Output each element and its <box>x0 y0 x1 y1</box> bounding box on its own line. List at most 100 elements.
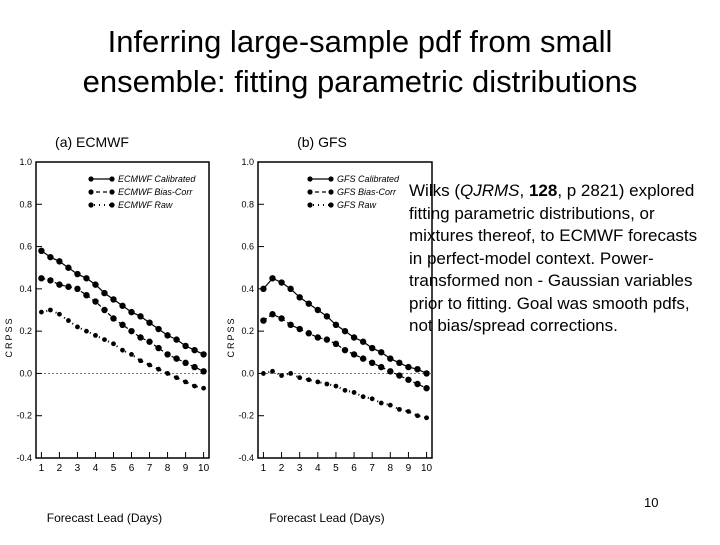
data-point <box>56 258 63 265</box>
x-tick-label: 2 <box>57 463 63 474</box>
legend-marker <box>307 202 313 208</box>
data-point <box>110 315 117 322</box>
data-point <box>333 383 339 389</box>
y-tick-label: 0.6 <box>241 242 254 252</box>
data-point <box>174 375 179 381</box>
data-point <box>92 298 99 305</box>
y-tick-label: 0.4 <box>241 284 254 294</box>
y-tick-label: 0.4 <box>19 284 32 294</box>
data-point <box>65 264 72 271</box>
data-point <box>173 336 180 343</box>
x-tick-label: 10 <box>421 463 433 474</box>
data-point <box>359 355 367 362</box>
legend-label-1: ECMWF Calibrated <box>118 174 196 184</box>
data-point <box>137 313 144 320</box>
data-point <box>137 334 144 341</box>
y-tick-label: 0.0 <box>241 368 254 378</box>
data-point <box>359 338 367 345</box>
data-point <box>119 321 126 328</box>
data-point <box>165 371 170 376</box>
x-tick-label: 2 <box>279 463 285 474</box>
volume-number: 128 <box>528 181 558 200</box>
data-point <box>305 330 312 337</box>
x-tick-label: 10 <box>198 463 210 474</box>
data-point <box>84 328 89 334</box>
data-point <box>287 285 294 293</box>
data-point <box>83 292 90 299</box>
data-point <box>396 406 402 412</box>
data-point <box>396 372 403 379</box>
data-point <box>414 380 421 388</box>
x-tick-label: 7 <box>369 463 375 474</box>
data-point <box>424 415 429 421</box>
data-point <box>297 375 303 381</box>
legend-marker <box>328 202 334 208</box>
data-point <box>342 387 348 393</box>
data-point <box>305 300 312 307</box>
x-tick-label: 4 <box>93 463 99 474</box>
data-point <box>65 283 72 290</box>
x-axis-label: Forecast Lead (Days) <box>47 511 162 525</box>
body-text-part-3: , p 2821) explored fitting parametric di… <box>409 181 698 335</box>
x-tick-label: 3 <box>75 463 81 474</box>
data-point <box>387 402 393 408</box>
slide-number: 10 <box>644 495 659 510</box>
legend-marker <box>328 189 334 195</box>
data-point <box>270 368 275 374</box>
chart-panel-2 <box>257 161 433 459</box>
data-point <box>66 318 71 323</box>
legend-marker <box>328 176 334 182</box>
data-point <box>324 381 330 387</box>
y-tick-label: -0.2 <box>16 411 32 421</box>
data-point <box>38 275 45 282</box>
x-tick-label: 3 <box>297 463 303 474</box>
data-point <box>92 281 99 288</box>
data-point <box>191 346 198 354</box>
x-tick-label: 4 <box>315 463 321 474</box>
body-text: Wilks (QJRMS, 128, p 2821) explored fitt… <box>409 180 709 338</box>
chart-title: (a) ECMWF <box>55 134 129 150</box>
data-point <box>47 253 54 261</box>
body-text-part-2: , <box>519 181 529 200</box>
journal-name: QJRMS <box>459 181 520 200</box>
y-axis-label: CRPSS <box>226 316 236 357</box>
data-point <box>296 294 303 301</box>
x-tick-label: 6 <box>351 463 357 474</box>
data-point <box>369 396 375 402</box>
y-tick-label: -0.4 <box>238 453 254 463</box>
x-tick-label: 8 <box>388 463 394 474</box>
data-point <box>269 275 276 282</box>
data-point <box>269 311 276 318</box>
data-point <box>183 379 188 385</box>
data-point <box>360 394 366 400</box>
data-point <box>164 332 171 339</box>
data-point <box>423 385 430 392</box>
plot-frame <box>35 161 210 459</box>
data-point <box>129 352 134 357</box>
data-point <box>315 379 321 385</box>
data-point <box>406 409 411 414</box>
x-tick-label: 5 <box>333 463 339 474</box>
data-point <box>201 385 206 391</box>
legend-label-3: GFS Raw <box>337 200 377 210</box>
legend-marker <box>88 176 94 182</box>
legend-marker <box>88 202 94 208</box>
data-point <box>415 413 420 419</box>
x-tick-label: 9 <box>183 463 189 474</box>
data-point <box>182 342 189 350</box>
y-tick-label: -0.4 <box>16 453 32 463</box>
legend-marker <box>307 176 313 182</box>
legend-marker <box>88 189 94 195</box>
y-axis-label: CRPSS <box>4 316 14 357</box>
series-line-3 <box>263 370 427 419</box>
data-point <box>405 376 412 383</box>
slide-title-line-1: Inferring large-sample pdf from small <box>107 24 613 59</box>
data-point <box>155 325 162 333</box>
y-tick-label: 0.2 <box>19 326 32 336</box>
data-point <box>75 324 80 330</box>
data-point <box>405 363 412 371</box>
data-point <box>111 341 116 347</box>
data-point <box>146 338 153 345</box>
data-point <box>350 334 358 341</box>
data-point <box>350 351 358 358</box>
